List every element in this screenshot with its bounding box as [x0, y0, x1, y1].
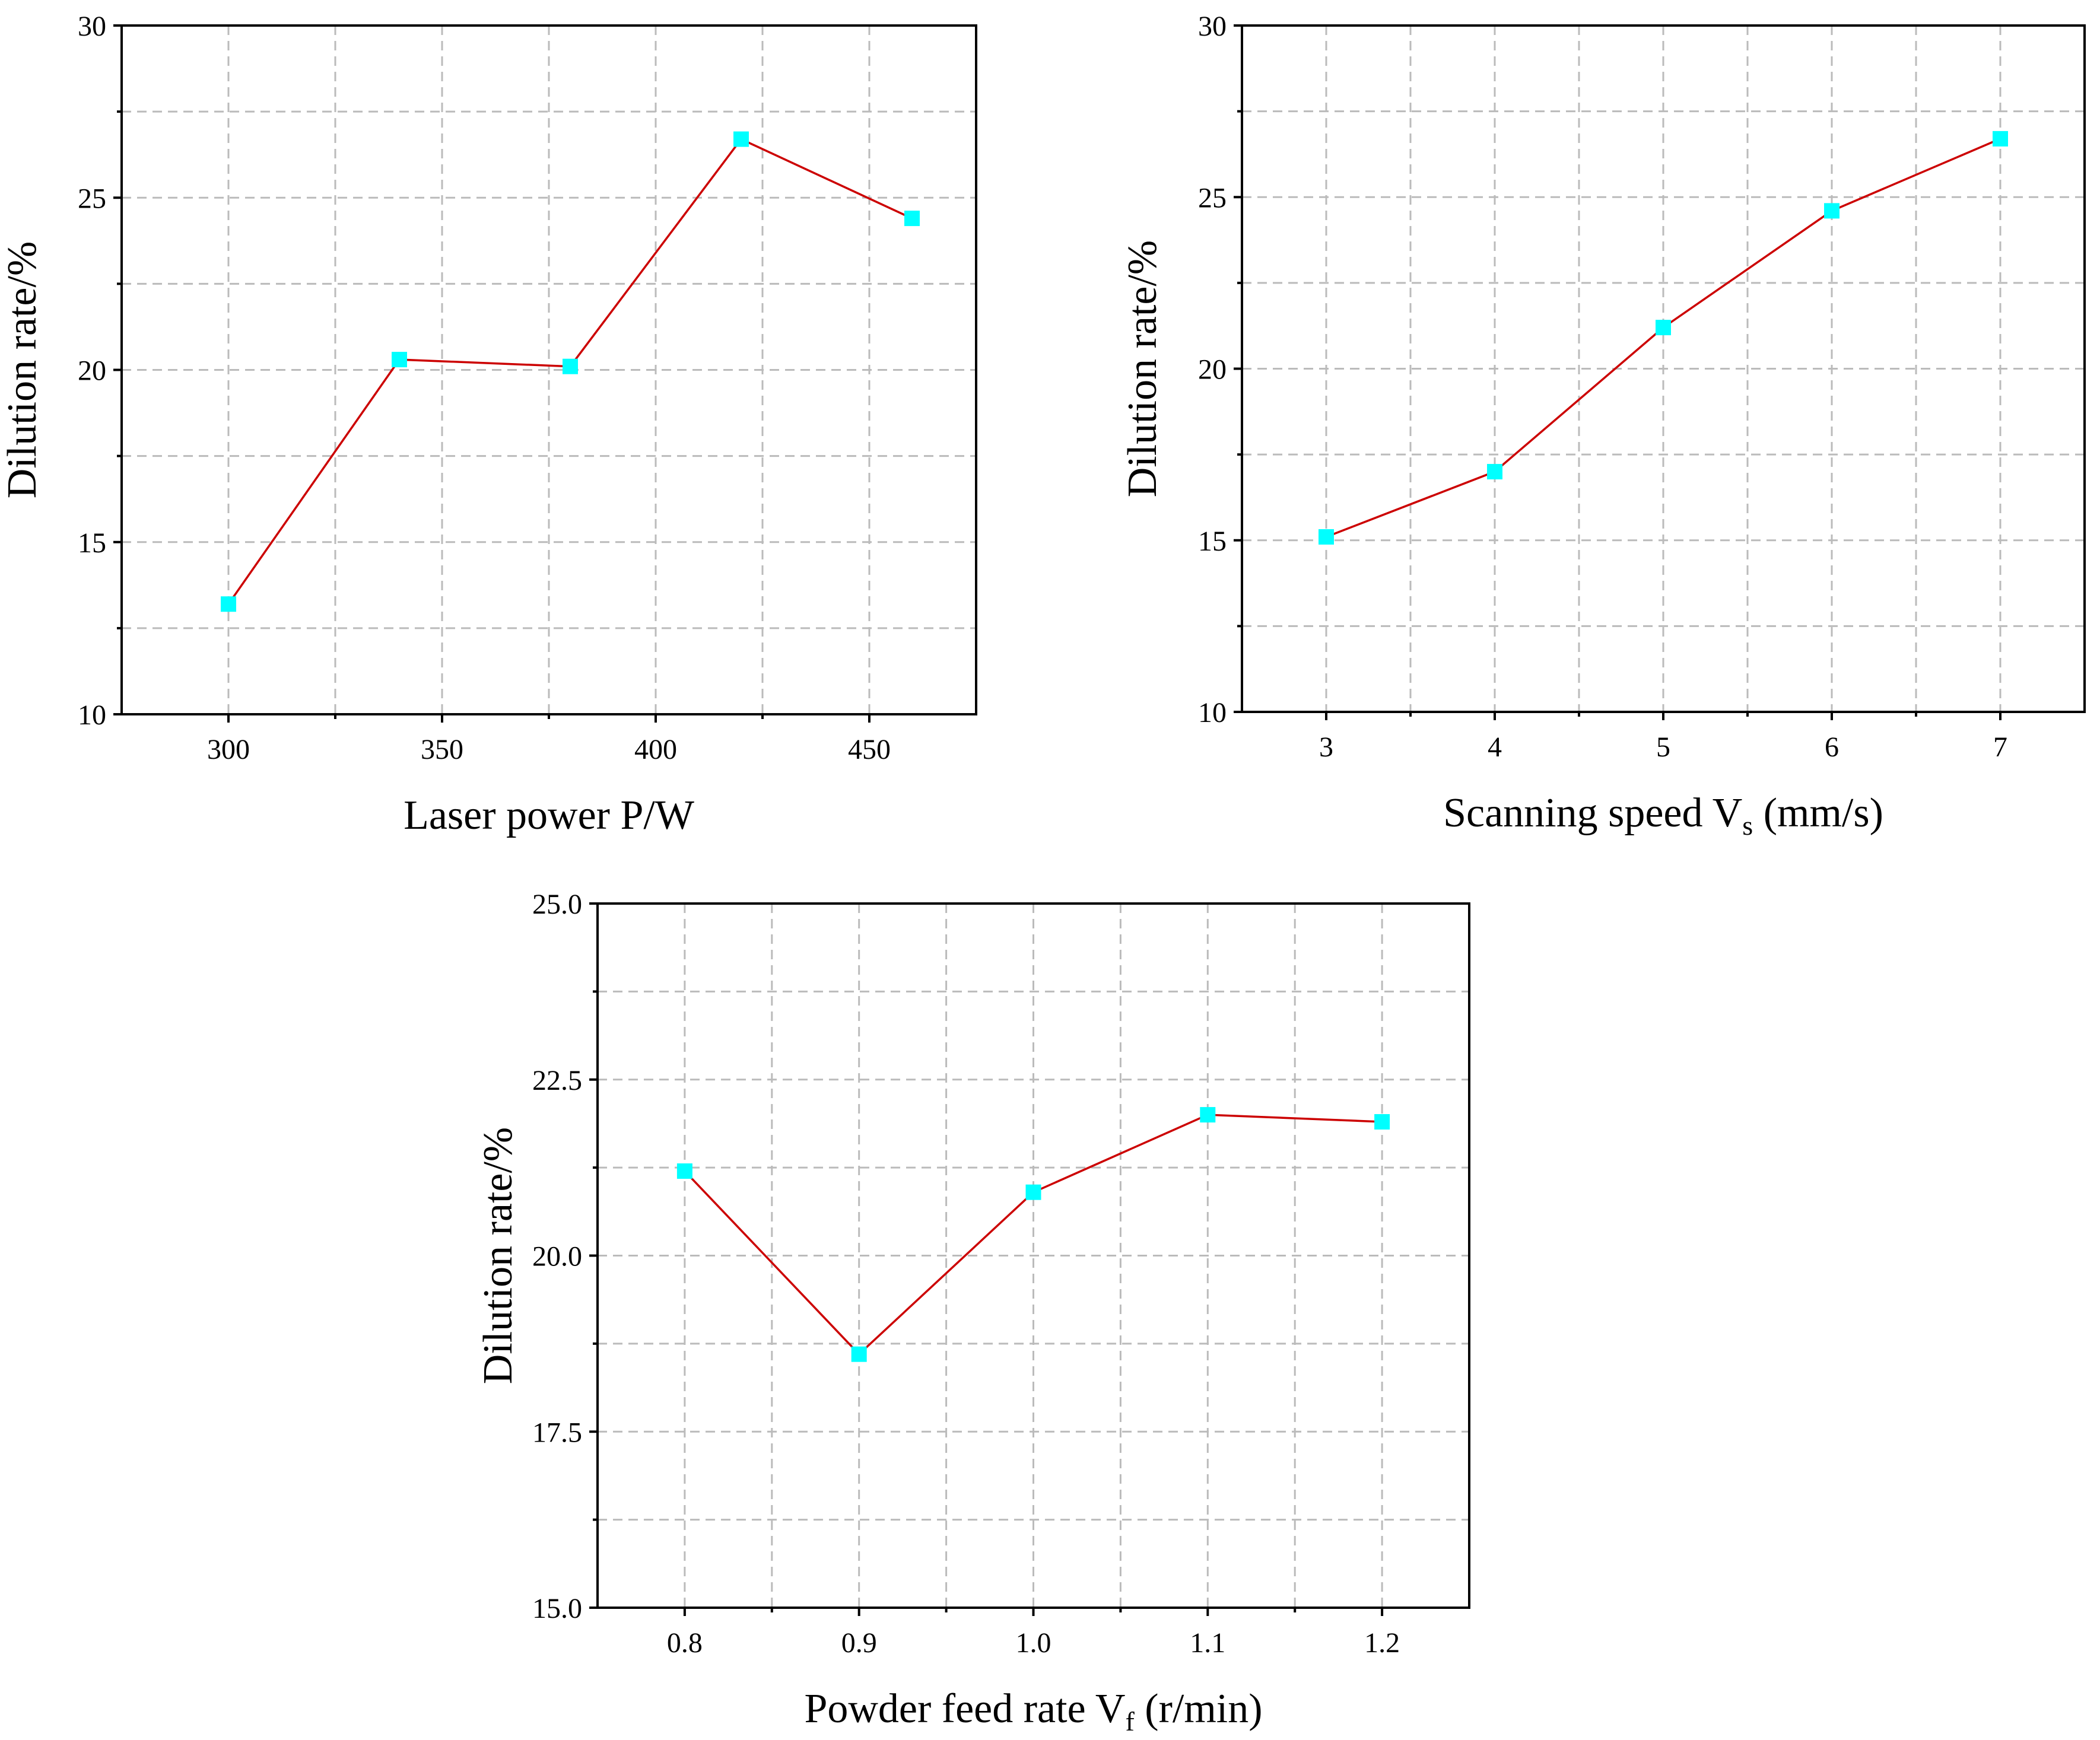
data-point — [851, 1346, 867, 1362]
x-axis-label: Powder feed rate Vf (r/min) — [804, 1686, 1262, 1736]
x-tick-label: 1.0 — [1016, 1627, 1051, 1659]
y-tick-label: 10 — [1198, 697, 1227, 729]
x-tick-label: 450 — [848, 734, 891, 765]
chart-1: 300 350 400 450 10 15 20 25 30 Laser power P/W Dil… — [0, 11, 977, 838]
chart-2: 3 4 5 6 7 10 15 20 25 30 Scanning speed Vs (mm/s) D… — [1120, 11, 2086, 841]
y-tick-label: 25 — [1198, 182, 1227, 214]
x-tick-label: 5 — [1656, 731, 1670, 763]
data-point — [1025, 1184, 1041, 1200]
x-tick-label: 400 — [634, 734, 677, 765]
data-point — [1374, 1114, 1390, 1130]
x-axis-label: Laser power P/W — [404, 793, 694, 838]
x-tick-label: 1.2 — [1364, 1627, 1400, 1659]
y-tick-label: 25.0 — [532, 889, 582, 920]
data-point — [1656, 320, 1671, 336]
y-tick-label: 20 — [78, 355, 106, 387]
data-point — [563, 358, 578, 374]
x-tick-label: 1.1 — [1190, 1627, 1225, 1659]
chart-3: 0.8 0.9 1.0 1.1 1.2 15.0 17.5 20.0 22.5 25.0 Powde… — [475, 889, 1470, 1736]
data-point — [733, 131, 749, 147]
y-tick-label: 15.0 — [532, 1593, 582, 1624]
x-tick-label: 6 — [1825, 731, 1839, 763]
x-tick-label: 7 — [1993, 731, 2007, 763]
data-point — [1824, 203, 1840, 219]
data-point — [221, 596, 236, 612]
y-tick-label: 20.0 — [532, 1241, 582, 1273]
y-axis-label: Dilution rate/% — [475, 1127, 521, 1385]
x-tick-label: 3 — [1319, 731, 1333, 763]
y-tick-label: 30 — [1198, 11, 1227, 42]
x-tick-label: 350 — [421, 734, 463, 765]
data-point — [1319, 529, 1334, 545]
y-tick-label: 30 — [78, 11, 106, 42]
data-point — [1993, 131, 2008, 147]
x-tick-label: 300 — [207, 734, 250, 765]
x-tick-label: 0.9 — [841, 1627, 877, 1659]
y-axis-label: Dilution rate/% — [0, 241, 45, 499]
data-point — [904, 211, 920, 227]
y-tick-label: 25 — [78, 183, 106, 214]
y-tick-label: 15 — [1198, 526, 1227, 557]
data-point — [1200, 1107, 1216, 1123]
y-tick-label: 22.5 — [532, 1065, 582, 1096]
y-tick-label: 17.5 — [532, 1417, 582, 1448]
y-tick-label: 10 — [78, 699, 106, 731]
data-point — [1487, 464, 1502, 480]
data-point — [676, 1163, 692, 1179]
y-axis-label: Dilution rate/% — [1120, 240, 1165, 498]
y-tick-label: 20 — [1198, 354, 1227, 386]
x-tick-label: 0.8 — [667, 1627, 703, 1659]
x-axis-label: Scanning speed Vs (mm/s) — [1443, 790, 1883, 841]
data-point — [392, 352, 407, 368]
x-tick-label: 4 — [1488, 731, 1502, 763]
y-tick-label: 15 — [78, 527, 106, 559]
